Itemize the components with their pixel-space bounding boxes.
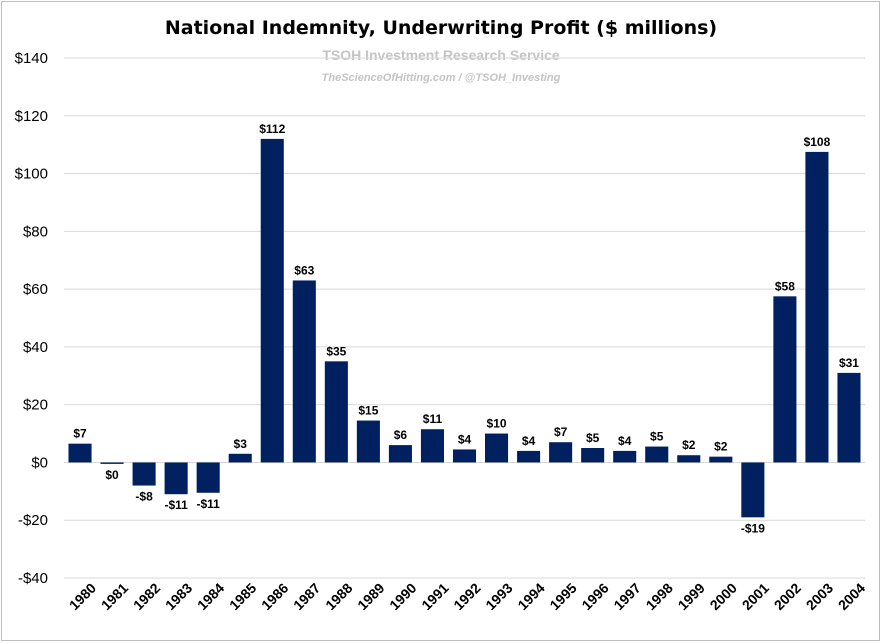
x-tick-label: 2003	[803, 580, 836, 613]
bar	[549, 442, 573, 463]
data-label: -$19	[741, 521, 765, 535]
x-tick-label: 1981	[98, 580, 131, 613]
x-tick-label: 1986	[258, 580, 291, 613]
data-label: $4	[522, 434, 536, 448]
x-tick-label: 1991	[418, 580, 451, 613]
data-label: $112	[259, 122, 285, 136]
bar	[741, 462, 765, 518]
x-tick-label: 1989	[354, 580, 387, 613]
x-tick-label: 2001	[739, 580, 772, 613]
bar	[324, 361, 348, 463]
x-tick-label: 1987	[290, 580, 323, 613]
bar	[613, 450, 637, 463]
x-tick-label: 1997	[610, 580, 643, 613]
bars	[68, 138, 861, 518]
bar	[260, 138, 284, 463]
y-tick-label: $40	[23, 339, 48, 356]
x-tick-label: 1980	[66, 580, 99, 613]
watermark-site: TheScienceOfHitting.com / @TSOH_Investin…	[322, 72, 561, 84]
data-label: $5	[586, 431, 600, 445]
data-label: -$8	[135, 490, 153, 504]
x-axis-tick-labels: 1980198119821983198419851986198719881989…	[66, 580, 868, 613]
data-label: $2	[682, 438, 696, 452]
data-label: $7	[73, 427, 87, 441]
data-label: $15	[358, 404, 378, 418]
y-tick-label: $120	[15, 108, 48, 125]
x-tick-label: 1995	[546, 580, 579, 613]
x-tick-label: 1983	[162, 580, 195, 613]
y-tick-label: $20	[23, 397, 48, 414]
x-tick-label: 1984	[194, 580, 227, 613]
data-label: -$11	[197, 497, 221, 511]
bar	[581, 448, 605, 463]
x-tick-label: 1982	[130, 580, 163, 613]
bar	[485, 433, 509, 463]
y-tick-label: $100	[15, 166, 48, 183]
bar	[388, 445, 412, 463]
bar	[517, 450, 541, 463]
y-tick-label: $60	[23, 281, 48, 298]
bar	[132, 462, 156, 486]
data-label: $2	[714, 440, 728, 454]
bar	[837, 372, 861, 463]
data-label: $7	[554, 425, 568, 439]
bar	[645, 446, 669, 463]
bar	[709, 456, 733, 463]
bar	[677, 455, 701, 463]
y-tick-label: -$40	[18, 570, 48, 587]
data-label: $35	[326, 344, 346, 358]
data-label: $4	[618, 434, 632, 448]
bar	[68, 443, 92, 463]
data-label: $3	[234, 437, 248, 451]
x-tick-label: 1985	[226, 580, 259, 613]
y-tick-label: $80	[23, 223, 48, 240]
bar	[452, 449, 477, 463]
data-label: $6	[394, 428, 408, 442]
x-tick-label: 2002	[771, 580, 804, 613]
data-label: $31	[839, 356, 859, 370]
x-tick-label: 1993	[482, 580, 515, 613]
x-tick-label: 1998	[643, 580, 676, 613]
bar	[100, 462, 124, 464]
data-labels: $7 $0 -$8 -$11 -$11 $3 $112 $63 $35 $15 $6 $11 $4 $10…	[73, 122, 859, 535]
bar	[196, 462, 220, 493]
data-label: $108	[804, 135, 831, 149]
watermark-service: TSOH Investment Research Service	[322, 47, 560, 63]
x-tick-label: 1988	[322, 580, 355, 613]
x-tick-label: 1990	[386, 580, 419, 613]
bar	[292, 280, 316, 463]
bar	[356, 420, 380, 463]
data-label: $0	[105, 468, 119, 482]
bar	[805, 151, 829, 463]
data-label: $63	[294, 263, 314, 277]
x-tick-label: 2004	[835, 580, 868, 613]
x-tick-label: 1999	[675, 580, 708, 613]
data-label: $11	[423, 412, 443, 426]
y-tick-label: $140	[15, 50, 48, 67]
data-label: -$11	[164, 498, 188, 512]
x-tick-label: 2000	[707, 580, 740, 613]
x-tick-label: 1992	[450, 580, 483, 613]
y-tick-label: $0	[31, 454, 48, 471]
x-tick-label: 1996	[578, 580, 611, 613]
data-label: $10	[487, 417, 507, 431]
bar	[773, 296, 797, 463]
x-tick-label: 1994	[514, 580, 547, 613]
bar	[228, 453, 252, 463]
bar	[420, 429, 444, 463]
data-label: $58	[775, 279, 795, 293]
data-label: $4	[458, 432, 472, 446]
y-tick-label: -$20	[18, 512, 48, 529]
bar	[164, 462, 188, 495]
gridlines	[64, 57, 865, 579]
data-label: $5	[650, 430, 664, 444]
chart-title: National Indemnity, Underwriting Profit …	[165, 17, 717, 39]
y-axis-tick-labels: -$40 -$20 $0 $20 $40 $60 $80 $100 $120 $140	[15, 50, 48, 587]
